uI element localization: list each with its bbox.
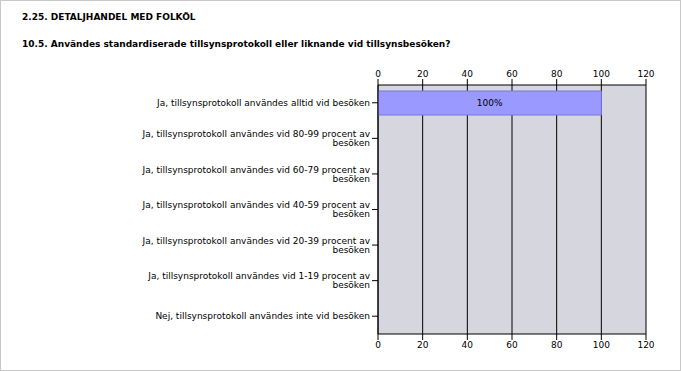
svg-text:80: 80 — [551, 340, 563, 350]
svg-text:0: 0 — [375, 340, 381, 350]
svg-text:100: 100 — [593, 340, 610, 350]
svg-text:120: 120 — [637, 340, 654, 350]
html-text:2.25. DETALJHANDEL MED FOLKÖL: 2.25. DETALJHANDEL MED FOLKÖL — [22, 12, 196, 22]
svg-text:80: 80 — [551, 69, 563, 79]
svg-text:60: 60 — [506, 340, 518, 350]
svg-text:Ja, tillsynsprotokoll användes: Ja, tillsynsprotokoll användes vid 1-19 … — [147, 271, 370, 290]
svg-text:100: 100 — [593, 69, 610, 79]
svg-text:60: 60 — [506, 69, 518, 79]
svg-text:120: 120 — [637, 69, 654, 79]
svg-text:100%: 100% — [477, 98, 503, 108]
svg-text:Ja, tillsynsprotokoll användes: Ja, tillsynsprotokoll användes alltid vi… — [156, 98, 370, 108]
svg-text:Ja, tillsynsprotokoll användes: Ja, tillsynsprotokoll användes vid 40-59… — [142, 200, 371, 219]
svg-text:Ja, tillsynsprotokoll användes: Ja, tillsynsprotokoll användes vid 80-99… — [142, 129, 371, 148]
svg-text:40: 40 — [462, 340, 474, 350]
svg-text:Ja, tillsynsprotokoll användes: Ja, tillsynsprotokoll användes vid 20-39… — [142, 236, 371, 255]
svg-text:0: 0 — [375, 69, 381, 79]
svg-text:40: 40 — [462, 69, 474, 79]
svg-text:Nej, tillsynsprotokoll använde: Nej, tillsynsprotokoll användes inte vid… — [155, 311, 370, 321]
html-text:10.5. Användes standardiserade: 10.5. Användes standardiserade tillsynsp… — [22, 39, 451, 49]
svg-text:Ja, tillsynsprotokoll användes: Ja, tillsynsprotokoll användes vid 60-79… — [142, 165, 371, 184]
svg-text:20: 20 — [417, 69, 429, 79]
svg-text:20: 20 — [417, 340, 429, 350]
